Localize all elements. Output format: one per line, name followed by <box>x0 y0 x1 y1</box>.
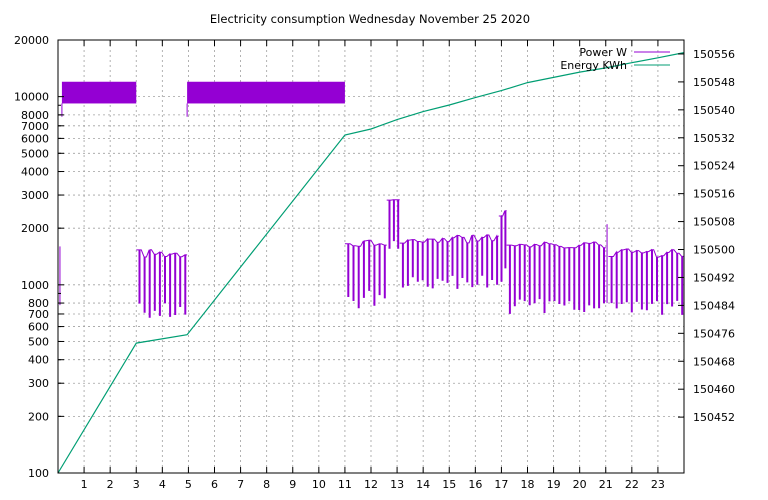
y-tick-label: 20000 <box>14 34 49 47</box>
x-tick-label: 22 <box>625 478 639 491</box>
power-trace <box>386 199 400 249</box>
y-tick-label: 5000 <box>21 147 49 160</box>
x-tick-label: 21 <box>599 478 613 491</box>
y2-tick-label: 150468 <box>693 355 735 368</box>
y-tick-label: 700 <box>28 308 49 321</box>
x-tick-label: 4 <box>159 478 166 491</box>
power-trace <box>498 210 507 282</box>
x-tick-label: 15 <box>442 478 456 491</box>
legend-label-energy: Energy KWh <box>560 59 627 72</box>
y-tick-label: 200 <box>28 410 49 423</box>
x-tick-label: 1 <box>81 478 88 491</box>
legend-label-power: Power W <box>579 46 627 59</box>
power-trace <box>399 233 499 289</box>
x-tick-label: 7 <box>237 478 244 491</box>
legend: Power W Energy KWh <box>560 46 670 72</box>
y-tick-label: 100 <box>28 467 49 480</box>
chart-title: Electricity consumption Wednesday Novemb… <box>210 12 530 26</box>
power-trace <box>506 240 606 314</box>
x-tick-label: 10 <box>312 478 326 491</box>
x-tick-label: 12 <box>364 478 378 491</box>
x-tick-label: 11 <box>338 478 352 491</box>
x-tick-label: 13 <box>390 478 404 491</box>
y-tick-label: 10000 <box>14 91 49 104</box>
y-tick-label: 7000 <box>21 120 49 133</box>
y2-axis-ticks: 150452 150460 150468 150476 150484 150492 1505… <box>678 48 735 424</box>
x-tick-label: 3 <box>133 478 140 491</box>
power-trace <box>344 239 387 309</box>
x-axis-ticks: 1 2 3 4 5 6 7 8 9 10 11 12 13 14 15 16 17 18 19 20 21 22 23 <box>81 40 665 491</box>
y-tick-label: 600 <box>28 321 49 334</box>
y-tick-label: 1000 <box>21 279 49 292</box>
x-tick-label: 18 <box>521 478 535 491</box>
x-tick-label: 23 <box>651 478 665 491</box>
y2-tick-label: 150516 <box>693 188 735 201</box>
x-tick-label: 16 <box>468 478 482 491</box>
x-tick-label: 17 <box>494 478 508 491</box>
power-trace <box>608 248 684 315</box>
y-tick-label: 400 <box>28 354 49 367</box>
power-band <box>61 81 137 104</box>
x-tick-label: 5 <box>185 478 192 491</box>
power-trace <box>136 249 188 318</box>
y2-tick-label: 150548 <box>693 76 735 89</box>
y2-tick-label: 150500 <box>693 244 735 257</box>
power-series <box>59 81 684 318</box>
energy-line <box>57 52 685 474</box>
y-tick-label: 500 <box>28 335 49 348</box>
x-tick-label: 2 <box>107 478 114 491</box>
x-tick-label: 20 <box>573 478 587 491</box>
x-tick-label: 6 <box>211 478 218 491</box>
x-tick-label: 8 <box>263 478 270 491</box>
y-tick-label: 8000 <box>21 109 49 122</box>
y2-tick-label: 150460 <box>693 383 735 396</box>
x-tick-label: 9 <box>289 478 296 491</box>
power-band <box>187 81 345 104</box>
y2-tick-label: 150532 <box>693 132 735 145</box>
y2-tick-label: 150540 <box>693 104 735 117</box>
x-tick-label: 14 <box>416 478 430 491</box>
y2-tick-label: 150484 <box>693 299 735 312</box>
y2-tick-label: 150556 <box>693 48 735 61</box>
y-tick-label: 300 <box>28 377 49 390</box>
y-tick-label: 2000 <box>21 222 49 235</box>
y2-tick-label: 150524 <box>693 160 735 173</box>
y2-tick-label: 150452 <box>693 411 735 424</box>
y-tick-label: 4000 <box>21 166 49 179</box>
y-tick-label: 800 <box>28 297 49 310</box>
y-tick-label: 3000 <box>21 189 49 202</box>
y-tick-label: 6000 <box>21 132 49 145</box>
x-tick-label: 19 <box>547 478 561 491</box>
y2-tick-label: 150492 <box>693 271 735 284</box>
energy-series <box>57 52 685 474</box>
y2-tick-label: 150508 <box>693 216 735 229</box>
y2-tick-label: 150476 <box>693 327 735 340</box>
